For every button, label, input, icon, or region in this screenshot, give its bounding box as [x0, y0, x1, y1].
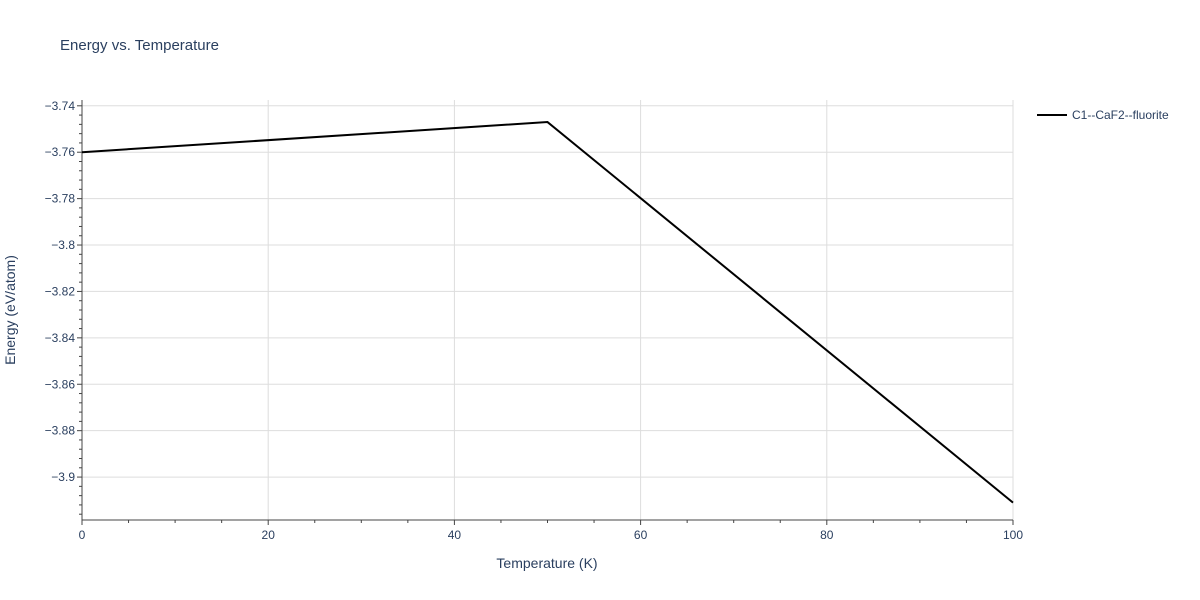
series-line	[81, 121, 1014, 504]
x-tick-label: 20	[262, 528, 276, 542]
x-gridlines	[267, 100, 1014, 520]
x-tick-label: 40	[448, 528, 462, 542]
y-tick-label: −3.78	[45, 192, 76, 206]
series-layer	[81, 121, 1014, 504]
y-tick-label: −3.74	[45, 99, 76, 113]
x-axis-title: Temperature (K)	[496, 555, 597, 571]
y-tick-label: −3.9	[51, 470, 75, 484]
y-gridlines	[82, 105, 1013, 478]
y-tick-label: −3.86	[45, 377, 76, 391]
y-tick-label: −3.88	[45, 424, 76, 438]
y-axis-title: Energy (eV/atom)	[2, 255, 18, 365]
x-axis-ticks: 0 20 40 60 80 100	[79, 520, 1023, 542]
x-tick-label: 80	[820, 528, 834, 542]
y-axis-ticks: −3.74 −3.76 −3.78 −3.8 −3.82 −3.84 −3.86 −3.88 −…	[45, 99, 82, 515]
y-tick-label: −3.82	[45, 284, 76, 298]
x-tick-label: 100	[1003, 528, 1023, 542]
x-tick-label: 60	[634, 528, 648, 542]
chart-title: Energy vs. Temperature	[60, 37, 219, 54]
x-tick-label: 0	[79, 528, 86, 542]
y-tick-label: −3.8	[51, 238, 75, 252]
legend-label[interactable]: C1--CaF2--fluorite	[1072, 108, 1169, 122]
y-tick-label: −3.76	[45, 145, 76, 159]
legend[interactable]: C1--CaF2--fluorite	[1037, 108, 1169, 122]
y-tick-label: −3.84	[45, 331, 76, 345]
